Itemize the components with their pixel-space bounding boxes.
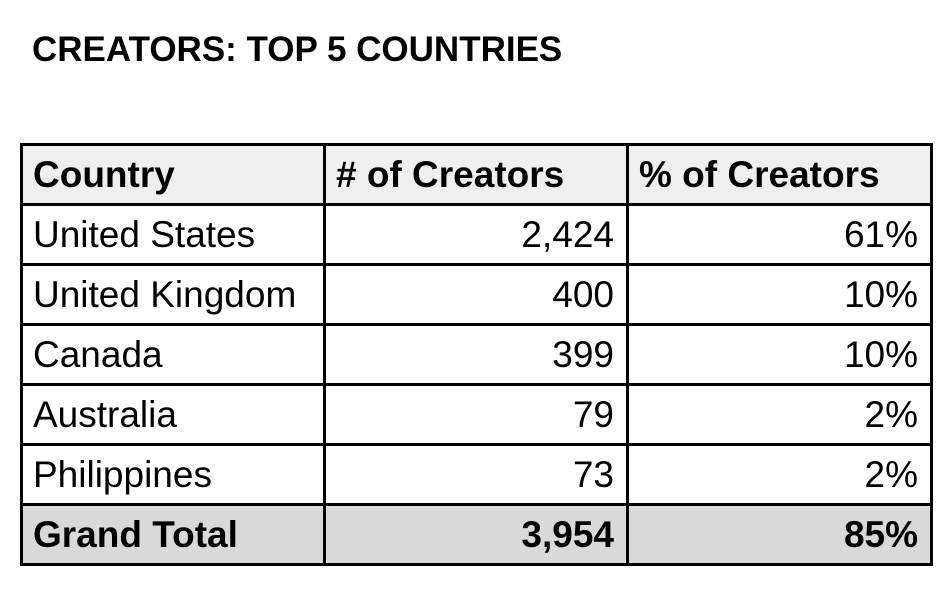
grand-total-row: Grand Total 3,954 85% [20, 503, 933, 566]
country-cell: Australia [20, 383, 326, 446]
header-row: Country # of Creators % of Creators [20, 143, 933, 206]
country-cell: Philippines [20, 443, 326, 506]
country-cell: Canada [20, 323, 326, 386]
grand-total-percent: 85% [626, 503, 933, 566]
table-row: Philippines 73 2% [20, 443, 933, 506]
creator-count-cell: 79 [323, 383, 629, 446]
country-cell: United States [20, 203, 326, 266]
creator-count-cell: 399 [323, 323, 629, 386]
creator-percent-cell: 10% [626, 323, 933, 386]
chart-title: CREATORS: TOP 5 COUNTRIES [32, 30, 563, 69]
table-row: United States 2,424 61% [20, 203, 933, 266]
creator-count-cell: 73 [323, 443, 629, 506]
creator-percent-cell: 10% [626, 263, 933, 326]
country-cell: United Kingdom [20, 263, 326, 326]
table-row: Canada 399 10% [20, 323, 933, 386]
creator-percent-cell: 2% [626, 443, 933, 506]
table-row: United Kingdom 400 10% [20, 263, 933, 326]
grand-total-label: Grand Total [20, 503, 326, 566]
creator-percent-cell: 2% [626, 383, 933, 446]
creator-percent-cell: 61% [626, 203, 933, 266]
countries-table: Country # of Creators % of Creators Unit… [20, 143, 933, 566]
grand-total-count: 3,954 [323, 503, 629, 566]
table-row: Australia 79 2% [20, 383, 933, 446]
column-header-creator-count: # of Creators [323, 143, 629, 206]
column-header-creator-percent: % of Creators [626, 143, 933, 206]
creator-count-cell: 2,424 [323, 203, 629, 266]
creator-count-cell: 400 [323, 263, 629, 326]
column-header-country: Country [20, 143, 326, 206]
